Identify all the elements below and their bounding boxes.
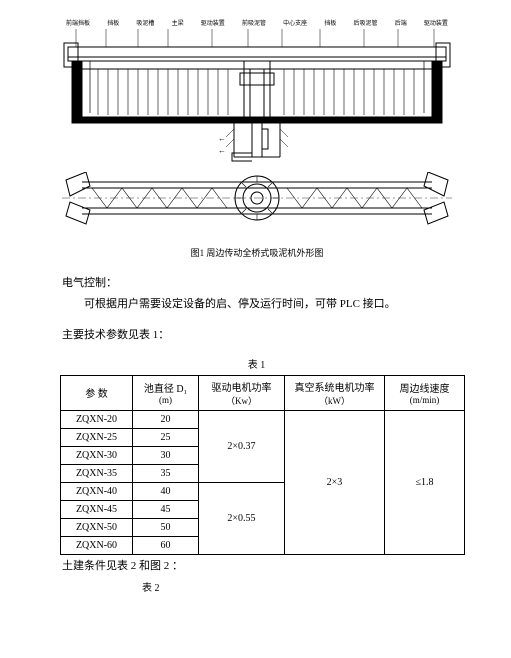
fig-label: 挡板 [324,18,336,27]
fig-label: 吸泥槽 [136,18,154,27]
fig-label: 驱动装置 [424,18,448,27]
table2-caption: 表 2 [142,579,451,594]
fig-label: 中心支座 [283,18,307,27]
th-drive: 驱动电机功率 （Kw） [199,375,285,410]
table-row: ZQXN-20 20 2×0.37 2×3 ≤1.8 [61,410,465,428]
th-param: 参 数 [61,375,133,410]
figure-block: 前端挡板 挡板 吸泥槽 主梁 驱动装置 前吸泥管 中心支座 挡板 后吸泥管 后端… [62,18,452,259]
table1-caption: 表 1 [62,356,451,371]
th-speed: 周边线速度 (m/min) [385,375,465,410]
footer-text: 土建条件见表 2 和图 2 ： [62,557,451,573]
elec-body: 可根据用户需要设定设备的启、停及运行时间，可带 PLC 接口。 [62,294,451,315]
figure-caption: 图1 周边传动全桥式吸泥机外形图 [62,246,452,259]
plan-view-drawing [62,172,452,240]
elec-heading: 电气控制： [62,273,451,294]
figure-top-labels: 前端挡板 挡板 吸泥槽 主梁 驱动装置 前吸泥管 中心支座 挡板 后吸泥管 后端… [62,18,452,27]
fig-label: 驱动装置 [201,18,225,27]
th-dia: 池直径 D₁ (m) [133,375,199,410]
fig-label: 挡板 [107,18,119,27]
fig-label: 后端 [395,18,407,27]
spec-intro: 主要技术参数见表 1： [62,325,451,346]
fig-label: 前端挡板 [66,18,90,27]
fig-label: 前吸泥管 [242,18,266,27]
fig-label: 主梁 [172,18,184,27]
spec-table-1: 参 数 池直径 D₁ (m) 驱动电机功率 （Kw） 真空系统电机功率 （kW）… [60,375,465,555]
th-vac: 真空系统电机功率 （kW） [285,375,385,410]
cross-section-drawing: ← ← [62,29,452,164]
svg-text:←: ← [218,134,226,143]
fig-label: 后吸泥管 [354,18,378,27]
svg-text:←: ← [218,146,226,155]
